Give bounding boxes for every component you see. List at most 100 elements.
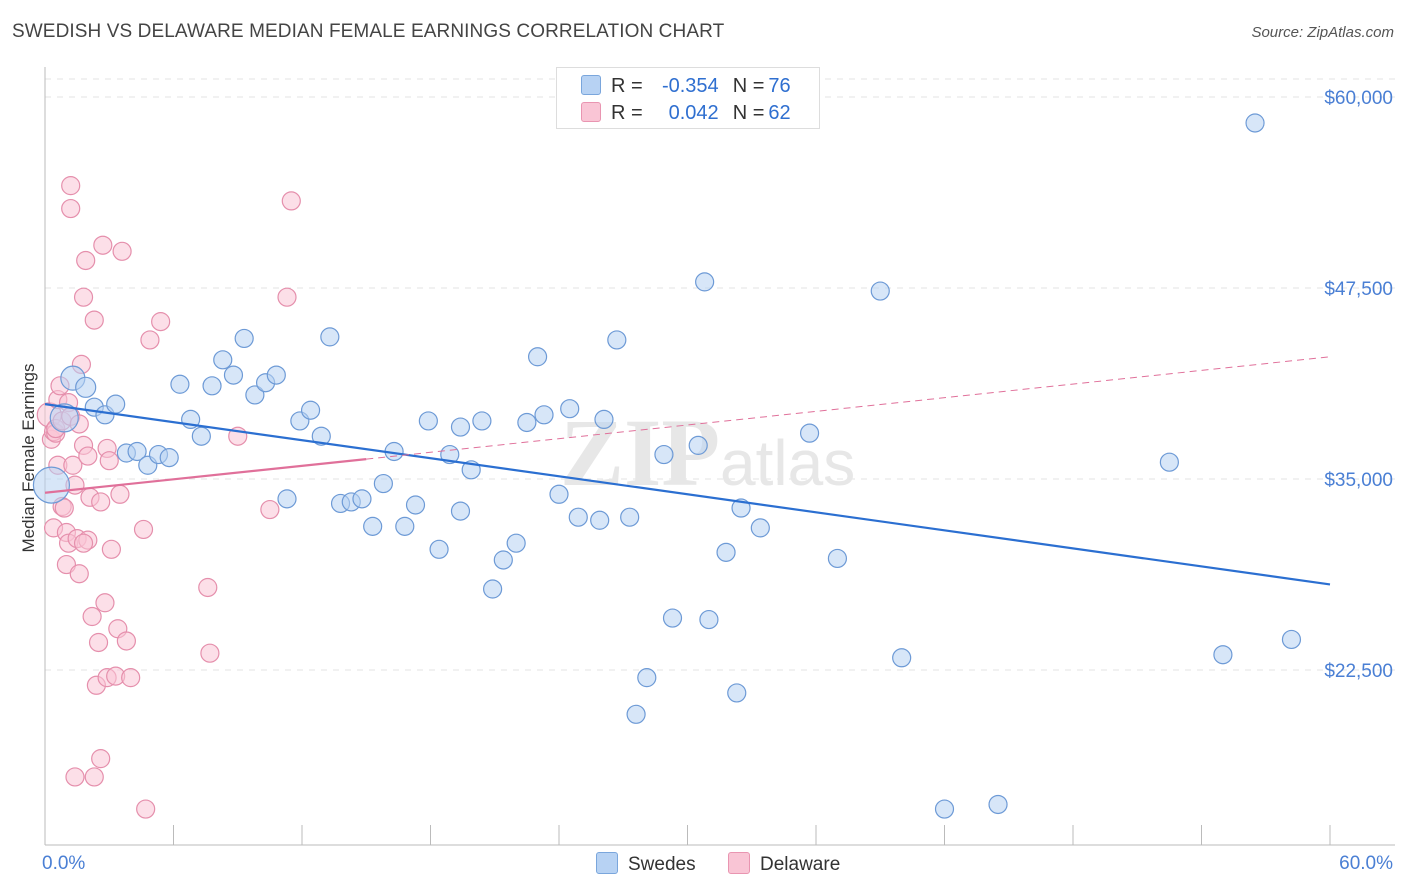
swedes-point <box>32 466 71 504</box>
swedes-point <box>191 426 211 446</box>
swedes-point <box>892 648 912 668</box>
swedes-point <box>870 281 890 301</box>
swedes-point <box>159 448 179 468</box>
swedes-point <box>429 539 449 559</box>
y-tick-label: $35,000 <box>1324 470 1393 491</box>
correlation-legend: R = -0.354 N = 76 R = 0.042 N = 62 <box>556 67 820 129</box>
swedes-point <box>266 365 286 385</box>
swedes-point <box>213 350 233 370</box>
swedes-point <box>1281 629 1302 650</box>
legend-row-delaware: R = 0.042 N = 62 <box>581 101 791 125</box>
delaware-point <box>136 799 156 819</box>
legend-item-swedes[interactable]: Swedes <box>596 852 696 876</box>
swedes-point <box>654 444 674 465</box>
gridlines <box>45 78 1395 671</box>
swedes-point <box>607 330 627 350</box>
swedes-point <box>590 510 610 530</box>
swedes-point <box>1213 645 1233 665</box>
y-tick-label: $22,500 <box>1324 661 1393 682</box>
n-label: N = <box>732 102 765 124</box>
swedes-point <box>483 579 503 599</box>
swedes-point <box>363 516 383 536</box>
swedes-point <box>506 533 526 553</box>
delaware-point <box>84 310 104 330</box>
swedes-point <box>300 400 321 420</box>
delaware-point <box>112 241 132 261</box>
swedes-point <box>405 495 426 515</box>
swedes-r-value: -0.354 <box>661 75 719 97</box>
delaware-point <box>95 593 115 613</box>
swedes-point <box>799 423 820 443</box>
delaware-series <box>36 176 301 819</box>
swedes-point <box>727 683 747 703</box>
delaware-point <box>133 519 154 540</box>
x-tick-label-max: 60.0% <box>1339 853 1393 874</box>
delaware-point <box>84 767 104 787</box>
swedes-point <box>75 376 97 398</box>
y-tick-label: $60,000 <box>1324 88 1393 109</box>
swedes-point <box>1159 452 1179 472</box>
delaware-point <box>69 564 89 584</box>
delaware-point <box>99 451 119 471</box>
swedes-point <box>127 441 147 462</box>
swedes-point <box>493 550 513 570</box>
delaware-point <box>65 767 85 787</box>
delaware-point <box>93 235 113 255</box>
delaware-point <box>281 191 301 211</box>
swedes-point <box>534 405 554 425</box>
delaware-point <box>198 577 218 598</box>
delaware-trend-line-dashed <box>366 356 1331 460</box>
swedes-point <box>373 473 393 494</box>
swedes-point <box>568 507 588 527</box>
swedes-trend-line <box>44 403 1331 586</box>
swedes-point <box>418 411 438 431</box>
swedes-point <box>626 704 646 724</box>
swedes-point <box>827 548 848 569</box>
delaware-n-value: 62 <box>768 102 791 124</box>
y-axis-tick-labels: $22,500 $35,000 $47,500 $60,000 <box>1324 88 1393 682</box>
swedes-point <box>517 412 537 433</box>
r-label: R = <box>611 75 643 97</box>
swedes-point <box>202 376 222 396</box>
swedes-point <box>527 347 548 367</box>
swedes-point <box>277 489 297 509</box>
swedes-point <box>223 365 244 385</box>
swedes-point <box>106 394 126 414</box>
n-label: N = <box>732 75 765 97</box>
swedes-point <box>450 501 471 521</box>
delaware-point <box>151 312 171 332</box>
delaware-point <box>91 492 111 512</box>
delaware-point <box>61 176 81 196</box>
source-label: Source: ZipAtlas.com <box>1251 24 1394 41</box>
delaware-point <box>140 330 160 350</box>
delaware-point <box>73 287 94 307</box>
swedes-point <box>620 507 640 527</box>
delaware-swatch <box>581 102 601 122</box>
swedes-point <box>549 484 569 504</box>
swedes-point <box>716 542 736 562</box>
delaware-point <box>110 484 130 504</box>
swedes-point <box>245 385 265 405</box>
swedes-point <box>395 516 415 536</box>
delaware-point <box>260 499 280 520</box>
swedes-point <box>688 435 708 455</box>
swedes-point <box>934 799 955 819</box>
x-tick-label-min: 0.0% <box>42 853 85 874</box>
delaware-point <box>121 668 141 688</box>
delaware-point <box>76 250 96 271</box>
legend-item-delaware[interactable]: Delaware <box>728 852 840 876</box>
swedes-point <box>170 374 190 394</box>
swedes-point <box>637 668 657 688</box>
delaware-point <box>277 287 297 307</box>
swedes-point <box>472 411 492 431</box>
delaware-legend-label: Delaware <box>760 854 841 875</box>
swedes-point <box>320 327 340 347</box>
delaware-point <box>73 533 94 553</box>
swedes-point <box>352 489 372 509</box>
y-axis-label: Median Female Earnings <box>19 364 38 553</box>
delaware-point <box>88 632 109 653</box>
y-tick-label: $47,500 <box>1324 279 1393 300</box>
swedes-swatch <box>581 75 601 95</box>
delaware-point <box>54 498 74 518</box>
